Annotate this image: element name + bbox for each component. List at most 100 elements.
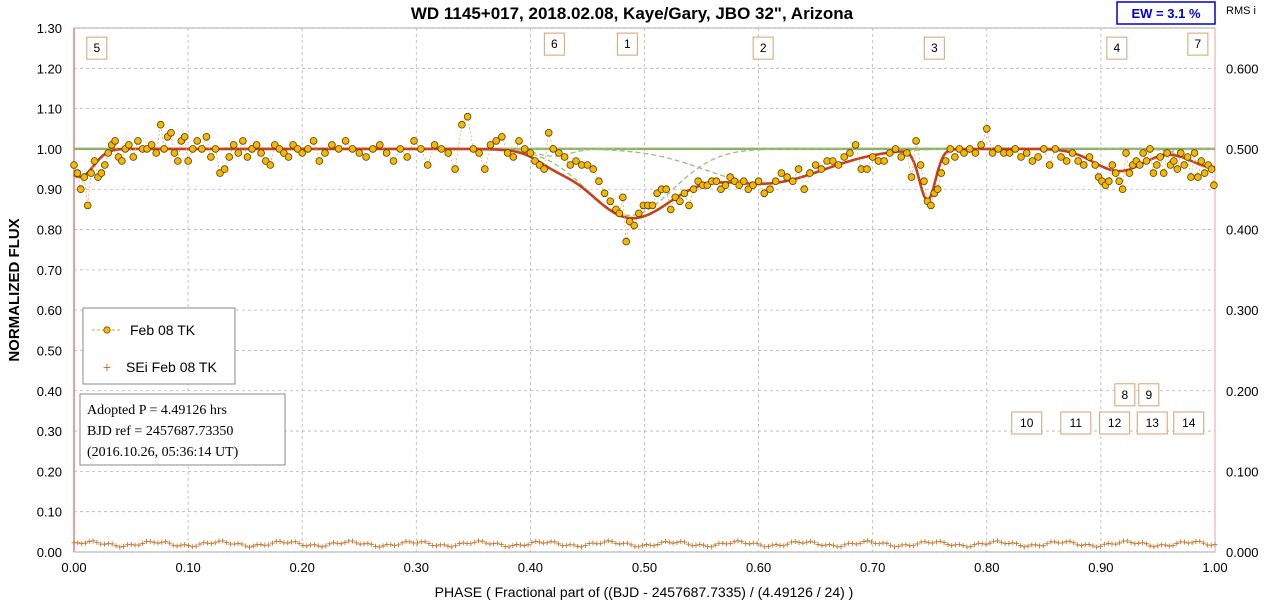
flux-data-point (1022, 149, 1031, 157)
sei-point (960, 543, 966, 549)
sei-point (208, 541, 214, 547)
sei-point (79, 541, 85, 547)
sei-point (876, 541, 882, 547)
sei-point (804, 539, 810, 545)
x-tick-label: 0.40 (518, 560, 543, 575)
chart-title: WD 1145+017, 2018.02.08, Kaye/Gary, JBO … (411, 4, 854, 23)
x-tick-label: 0.50 (632, 560, 657, 575)
flux-data-point (907, 173, 916, 181)
sei-point (483, 540, 489, 546)
sei-point (102, 541, 108, 547)
flux-data-point (430, 141, 439, 149)
flux-data-point (87, 169, 95, 177)
flux-data-point (1108, 161, 1117, 169)
flux-data-point (754, 177, 763, 186)
flux-data-point (70, 161, 78, 169)
flux-data-point (486, 141, 495, 149)
flux-data-point (1187, 173, 1195, 181)
sei-point (556, 541, 562, 547)
note-line-date: (2016.10.26, 05:36:14 UT) (87, 445, 239, 460)
flux-data-point (1057, 153, 1065, 161)
dip-marker-label: 3 (931, 41, 938, 55)
dip-marker-label: 8 (1122, 388, 1129, 402)
sei-point (1067, 538, 1073, 544)
flux-data-point (1197, 157, 1206, 165)
dip-marker-9: 9 (1138, 383, 1160, 407)
sei-point (628, 542, 634, 548)
sei-point (869, 539, 875, 545)
dip-marker-8: 8 (1114, 383, 1136, 407)
flux-data-point (498, 133, 506, 141)
flux-data-point (410, 137, 418, 145)
flux-data-point (960, 149, 968, 157)
flux-data-point (458, 120, 466, 129)
flux-data-point (749, 181, 757, 190)
flux-data-point (257, 149, 265, 157)
flux-data-point (1149, 169, 1158, 177)
sei-series (71, 538, 1218, 550)
flux-data-point (348, 145, 357, 153)
sei-point (640, 542, 646, 548)
flux-data-point (526, 149, 535, 157)
flux-data-point (777, 169, 786, 177)
dip-marker-label: 9 (1145, 388, 1152, 402)
flux-data-point (298, 149, 307, 157)
flux-data-point (152, 149, 161, 157)
dip-marker-label: 7 (1195, 37, 1202, 51)
flux-data-point (666, 205, 675, 214)
sei-point (781, 543, 787, 549)
sei-point (697, 542, 703, 548)
sei-point (1170, 542, 1176, 548)
sei-point (563, 543, 569, 549)
flux-data-point (846, 149, 854, 157)
sei-point (788, 539, 794, 545)
sei-point (1075, 542, 1081, 548)
sei-point (292, 539, 298, 545)
sei-point (670, 540, 676, 546)
sei-point (445, 543, 451, 549)
flux-data-point (220, 165, 229, 173)
flux-data-point (1005, 149, 1014, 157)
flux-data-point (1045, 161, 1054, 169)
sei-point (205, 540, 211, 546)
sei-point (815, 541, 821, 547)
flux-data-point (207, 153, 215, 161)
flux-data-point (229, 141, 238, 149)
flux-data-point (766, 185, 774, 194)
dip-marker-3: 3 (923, 36, 945, 60)
sei-point (434, 543, 440, 549)
sei-point (1162, 542, 1168, 548)
y-tick-label: 1.10 (37, 102, 62, 117)
dip-marker-13: 13 (1136, 411, 1168, 435)
sei-point (185, 543, 191, 549)
sei-point (243, 543, 249, 549)
flux-data-point (951, 153, 959, 161)
dip-marker-14: 14 (1173, 411, 1205, 435)
sei-point (449, 544, 455, 550)
flux-data-point (111, 137, 119, 145)
sei-point (456, 541, 462, 547)
flux-data-point (118, 157, 126, 165)
sei-point (579, 544, 585, 550)
legend: Feb 08 TK + SEi Feb 08 TK (82, 307, 236, 385)
dip-marker-2: 2 (752, 36, 774, 60)
flux-data-point (520, 145, 529, 153)
flux-data-point (1068, 149, 1077, 157)
sei-point (930, 540, 936, 546)
sei-point (372, 543, 378, 549)
total-model-curve (73, 147, 1216, 220)
sei-point (575, 543, 581, 549)
flux-data-point (806, 169, 814, 177)
sei-point (159, 539, 165, 545)
flux-data-point (994, 145, 1002, 153)
sei-point (1139, 540, 1145, 546)
flux-data-point (1011, 145, 1020, 153)
flux-data-point (912, 137, 920, 145)
sei-point (498, 542, 504, 548)
note-line-period: Adopted P = 4.49126 hrs (87, 403, 227, 418)
x-tick-label: 1.00 (1202, 560, 1227, 575)
flux-data-point (1139, 149, 1147, 157)
dip-marker-label: 4 (1114, 41, 1121, 55)
sei-point (624, 540, 630, 546)
x-tick-label: 0.20 (290, 560, 315, 575)
